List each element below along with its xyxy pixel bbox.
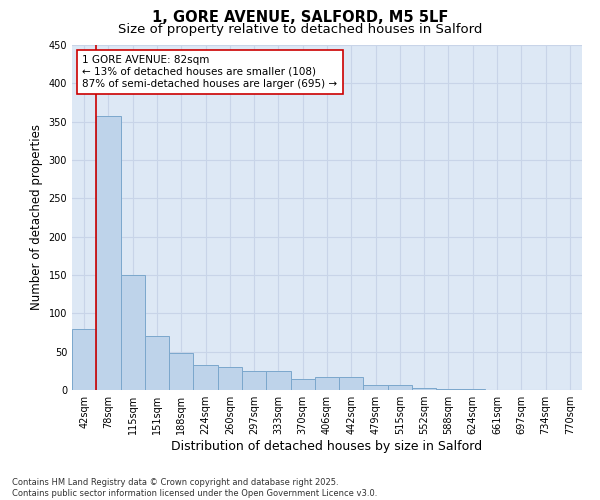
X-axis label: Distribution of detached houses by size in Salford: Distribution of detached houses by size … [172, 440, 482, 453]
Text: 1 GORE AVENUE: 82sqm
← 13% of detached houses are smaller (108)
87% of semi-deta: 1 GORE AVENUE: 82sqm ← 13% of detached h… [82, 56, 337, 88]
Bar [339, 377, 364, 390]
Bar [121, 275, 145, 390]
Bar [169, 353, 193, 390]
Bar [72, 328, 96, 390]
Bar [193, 366, 218, 390]
Bar [412, 388, 436, 390]
Text: 1, GORE AVENUE, SALFORD, M5 5LF: 1, GORE AVENUE, SALFORD, M5 5LF [152, 10, 448, 25]
Bar [218, 367, 242, 390]
Bar [145, 336, 169, 390]
Text: Size of property relative to detached houses in Salford: Size of property relative to detached ho… [118, 22, 482, 36]
Bar [364, 386, 388, 390]
Bar [315, 377, 339, 390]
Text: Contains HM Land Registry data © Crown copyright and database right 2025.
Contai: Contains HM Land Registry data © Crown c… [12, 478, 377, 498]
Bar [436, 389, 461, 390]
Bar [290, 378, 315, 390]
Bar [388, 386, 412, 390]
Bar [266, 371, 290, 390]
Bar [96, 116, 121, 390]
Bar [461, 389, 485, 390]
Y-axis label: Number of detached properties: Number of detached properties [30, 124, 43, 310]
Bar [242, 371, 266, 390]
